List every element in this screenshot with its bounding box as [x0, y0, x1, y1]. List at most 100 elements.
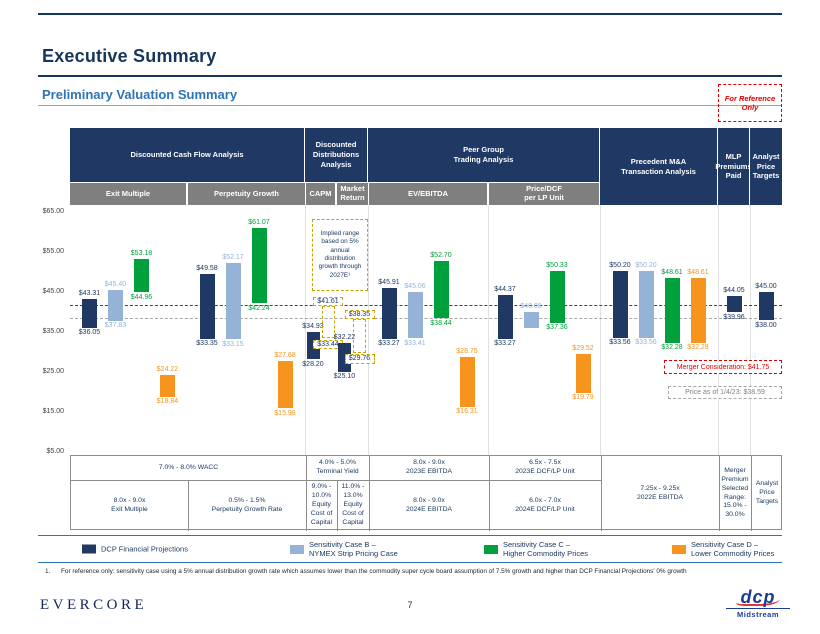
bar-value-label: $25.10	[333, 373, 356, 381]
bar-value-label: $33.27	[494, 340, 516, 348]
bar-value-label: $18.84	[156, 398, 179, 406]
bar-perpetuity_growth-dcp	[199, 273, 215, 339]
table-line	[719, 456, 720, 531]
legend-item-dcp-projections: DCP Financial Projections	[82, 544, 188, 554]
y-axis-tick: $25.00	[42, 368, 64, 375]
footnote: 1. For reference only: sensitivity case …	[45, 568, 782, 575]
legend-swatch-case-d	[672, 544, 686, 554]
bar-precedent_ma-case_b	[638, 271, 654, 338]
assumption-market-return-equity-cost: 11.0% - 13.0% Equity Cost of Capital	[341, 483, 365, 526]
bar-price_dcf_lp-dcp	[497, 294, 513, 339]
header-precedent-ma: Precedent M&A Transaction Analysis	[600, 128, 717, 205]
column-separator	[750, 205, 751, 455]
y-axis-tick: $35.00	[42, 328, 64, 335]
bar-value-label: $48.61	[687, 268, 709, 276]
bar-value-label: $52.70	[430, 252, 452, 260]
bar-value-label: $19.79	[572, 394, 594, 402]
table-line	[369, 456, 370, 531]
bar-value-label: $33.15	[222, 340, 244, 348]
assumption-2024e-dcf-lp: 6.0x - 7.0x 2024E DCF/LP Unit	[515, 496, 575, 513]
bar-value-label: $38.44	[430, 319, 452, 327]
y-axis-tick: $45.00	[42, 288, 64, 295]
top-rule	[38, 13, 782, 15]
legend-item-case-c: Sensitivity Case C – Higher Commodity Pr…	[484, 540, 588, 558]
legend-swatch-dcp	[82, 544, 96, 554]
bar-exit_multiple-case_d	[160, 375, 175, 397]
bar-ev_ebitda-case_d	[459, 357, 475, 407]
bar-ev_ebitda-dcp	[381, 288, 397, 339]
assumption-wacc: 7.0% - 8.0% WACC	[158, 463, 219, 471]
bar-value-label: $33.27	[378, 340, 400, 348]
header-dcf-analysis: Discounted Cash Flow Analysis	[70, 128, 304, 182]
page-title: Executive Summary	[42, 46, 217, 66]
bar-value-label: $24.22	[156, 366, 179, 374]
bar-exit_multiple-dcp	[82, 298, 97, 328]
header-mlp-premiums-paid: MLP Premiums Paid	[715, 128, 752, 205]
bar-market_return-implied	[353, 318, 366, 353]
header-analyst-price-targets: Analyst Price Targets	[750, 128, 782, 205]
for-reference-only-badge: For Reference Only	[718, 84, 782, 122]
reference-line-0	[70, 305, 782, 306]
bar-perpetuity_growth-case_d	[277, 361, 293, 409]
bar-value-label: $40.08	[520, 302, 542, 310]
column-separator	[488, 205, 489, 455]
dcp-logo-text: dcp	[740, 587, 776, 607]
legend-swatch-case-b	[290, 544, 304, 554]
bar-value-label: $33.56	[609, 339, 631, 347]
bar-value-label: $44.96	[130, 293, 153, 301]
bar-value-label: $33.35	[196, 340, 218, 348]
bar-value-label: $34.93	[302, 323, 324, 331]
header-peer-group-trading: Peer Group Trading Analysis	[368, 128, 599, 182]
bar-value-label: $28.75	[456, 348, 478, 355]
y-axis-tick: $55.00	[42, 248, 64, 255]
bar-precedent_ma-dcp	[612, 271, 628, 338]
y-axis-tick: $5.00	[46, 448, 64, 455]
dcp-logo-subtext: Midstream	[726, 608, 790, 619]
legend-label: Sensitivity Case C – Higher Commodity Pr…	[503, 540, 589, 558]
assumptions-table: 7.0% - 8.0% WACC 4.0% - 5.0% Terminal Yi…	[70, 455, 782, 531]
bar-ev_ebitda-case_b	[407, 291, 423, 339]
valuation-header-table: Discounted Cash Flow Analysis Discounted…	[70, 128, 782, 205]
subheader-market-return: Market Return	[337, 183, 368, 205]
bar-value-label: $33.56	[635, 339, 657, 347]
column-separator	[600, 205, 601, 455]
bar-mlp_premiums-dcp	[726, 295, 742, 313]
bar-precedent_ma-case_c	[664, 277, 680, 343]
bar-value-label: $44.05	[723, 286, 745, 294]
legend-label: Sensitivity Case D – Lower Commodity Pri…	[691, 540, 775, 558]
bar-exit_multiple-case_c	[134, 259, 149, 293]
bar-value-label: $37.36	[546, 324, 568, 332]
bar-perpetuity_growth-case_c	[251, 227, 267, 304]
table-line	[306, 456, 307, 531]
y-axis-tick: $15.00	[42, 408, 64, 415]
subheader-perpetuity-growth: Perpetuity Growth	[188, 183, 305, 205]
bar-value-label: $49.58	[196, 264, 218, 272]
legend-item-case-d: Sensitivity Case D – Lower Commodity Pri…	[672, 540, 774, 558]
legend-label: DCP Financial Projections	[101, 544, 188, 554]
bar-value-label: $48.61	[661, 268, 683, 276]
bar-precedent_ma-case_d	[690, 277, 706, 343]
bar-analyst_targets-dcp	[758, 292, 774, 320]
bar-price_dcf_lp-case_c	[549, 270, 565, 323]
subheader-capm: CAPM	[306, 183, 335, 205]
bar-value-label: $52.17	[222, 254, 244, 262]
table-line	[71, 480, 601, 481]
bar-value-label: $44.37	[494, 285, 516, 293]
page-number: 7	[407, 600, 413, 610]
bar-value-label: $50.20	[635, 262, 657, 270]
bar-value-label: $32.22	[333, 334, 356, 342]
chart-plot-area: Implied range based on 5% annual distrib…	[70, 205, 782, 455]
bar-value-label: $32.28	[661, 344, 683, 352]
bar-value-label: $29.52	[572, 344, 594, 352]
bar-value-label: $41.61	[313, 296, 343, 307]
evercore-logo: EVERCORE	[40, 597, 148, 613]
bar-price_dcf_lp-case_b	[523, 311, 539, 328]
bar-value-label: $32.28	[687, 344, 709, 352]
bar-value-label: $15.98	[274, 409, 296, 417]
price-asof-callout: Price as of 1/4/23: $38.59	[668, 386, 782, 399]
implied-range-annotation: Implied range based on 5% annual distrib…	[312, 219, 368, 291]
assumption-2024e-ebitda: 8.0x - 9.0x 2024E EBITDA	[405, 496, 453, 513]
bar-value-label: $61.07	[248, 218, 270, 226]
bar-value-label: $45.91	[378, 279, 400, 287]
